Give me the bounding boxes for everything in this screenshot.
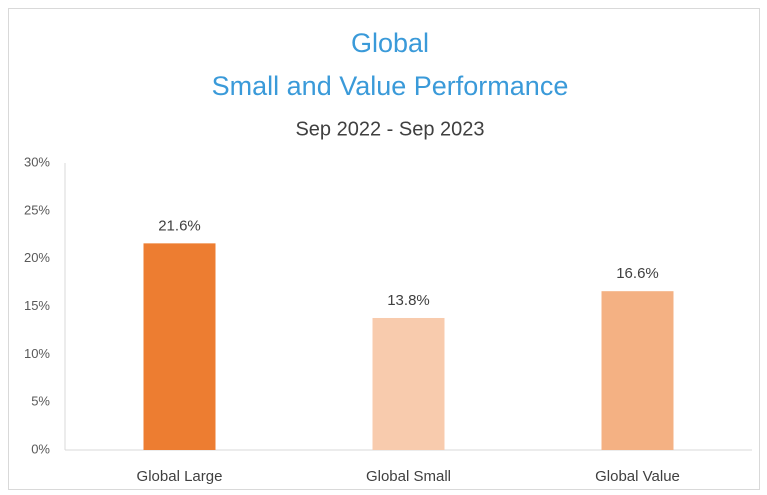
y-tick-label: 20%	[24, 250, 50, 265]
x-tick-label: Global Value	[595, 468, 680, 485]
y-tick-label: 0%	[31, 441, 50, 456]
y-tick-label: 15%	[24, 298, 50, 313]
y-tick-label: 25%	[24, 202, 50, 217]
value-label: 13.8%	[387, 292, 430, 309]
chart-subtitle: Sep 2022 - Sep 2023	[295, 118, 484, 140]
y-tick-label: 30%	[24, 154, 50, 169]
chart-title: Small and Value Performance	[212, 71, 569, 101]
bar	[143, 243, 216, 450]
y-tick-label: 5%	[31, 394, 50, 409]
y-tick-label: 10%	[24, 346, 50, 361]
value-label: 16.6%	[616, 265, 659, 282]
x-tick-label: Global Large	[137, 468, 223, 485]
x-tick-label: Global Small	[366, 468, 451, 485]
chart-title: Global	[351, 28, 429, 58]
bar	[601, 291, 674, 450]
bar	[372, 317, 445, 450]
value-label: 21.6%	[158, 217, 201, 234]
